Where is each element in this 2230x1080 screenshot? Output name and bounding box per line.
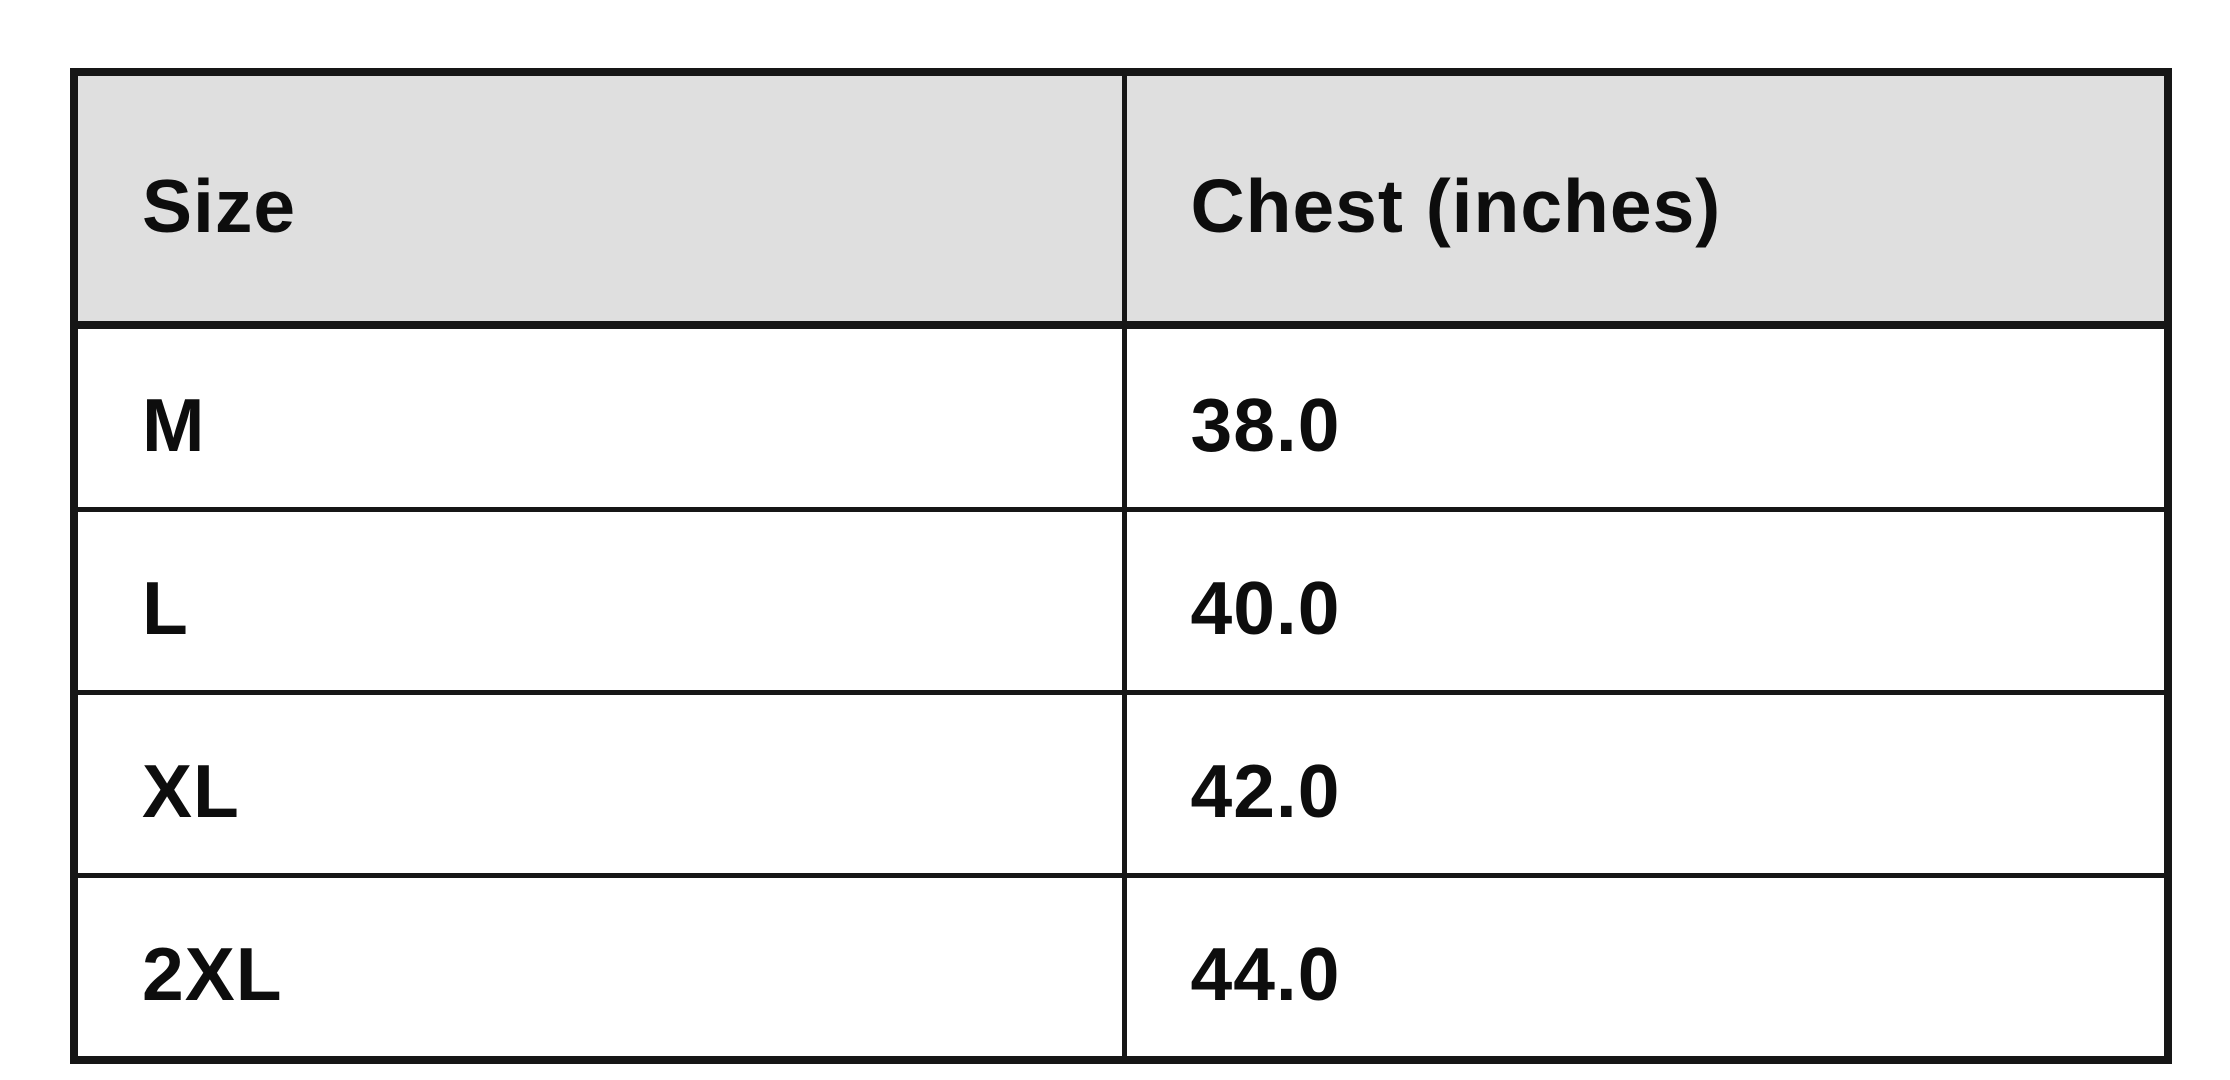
size-cell: 2XL bbox=[71, 873, 1127, 1063]
size-chart: Size Chest (inches) M 38.0 L 40.0 XL 42.… bbox=[70, 68, 2172, 1064]
column-header-chest: Chest (inches) bbox=[1121, 69, 2171, 329]
size-cell: M bbox=[71, 322, 1127, 512]
column-header-size: Size bbox=[71, 69, 1127, 329]
chest-cell: 42.0 bbox=[1121, 690, 2171, 878]
chest-cell: 44.0 bbox=[1121, 873, 2171, 1063]
chest-cell: 40.0 bbox=[1121, 507, 2171, 695]
chest-cell: 38.0 bbox=[1121, 322, 2171, 512]
table-row: L 40.0 bbox=[71, 507, 2171, 695]
size-chart-table: Size Chest (inches) M 38.0 L 40.0 XL 42.… bbox=[70, 68, 2172, 1064]
header-row: Size Chest (inches) bbox=[71, 69, 2171, 329]
size-cell: L bbox=[71, 507, 1127, 695]
table-row: XL 42.0 bbox=[71, 690, 2171, 878]
table-row: 2XL 44.0 bbox=[71, 873, 2171, 1063]
table-row: M 38.0 bbox=[71, 322, 2171, 512]
size-cell: XL bbox=[71, 690, 1127, 878]
